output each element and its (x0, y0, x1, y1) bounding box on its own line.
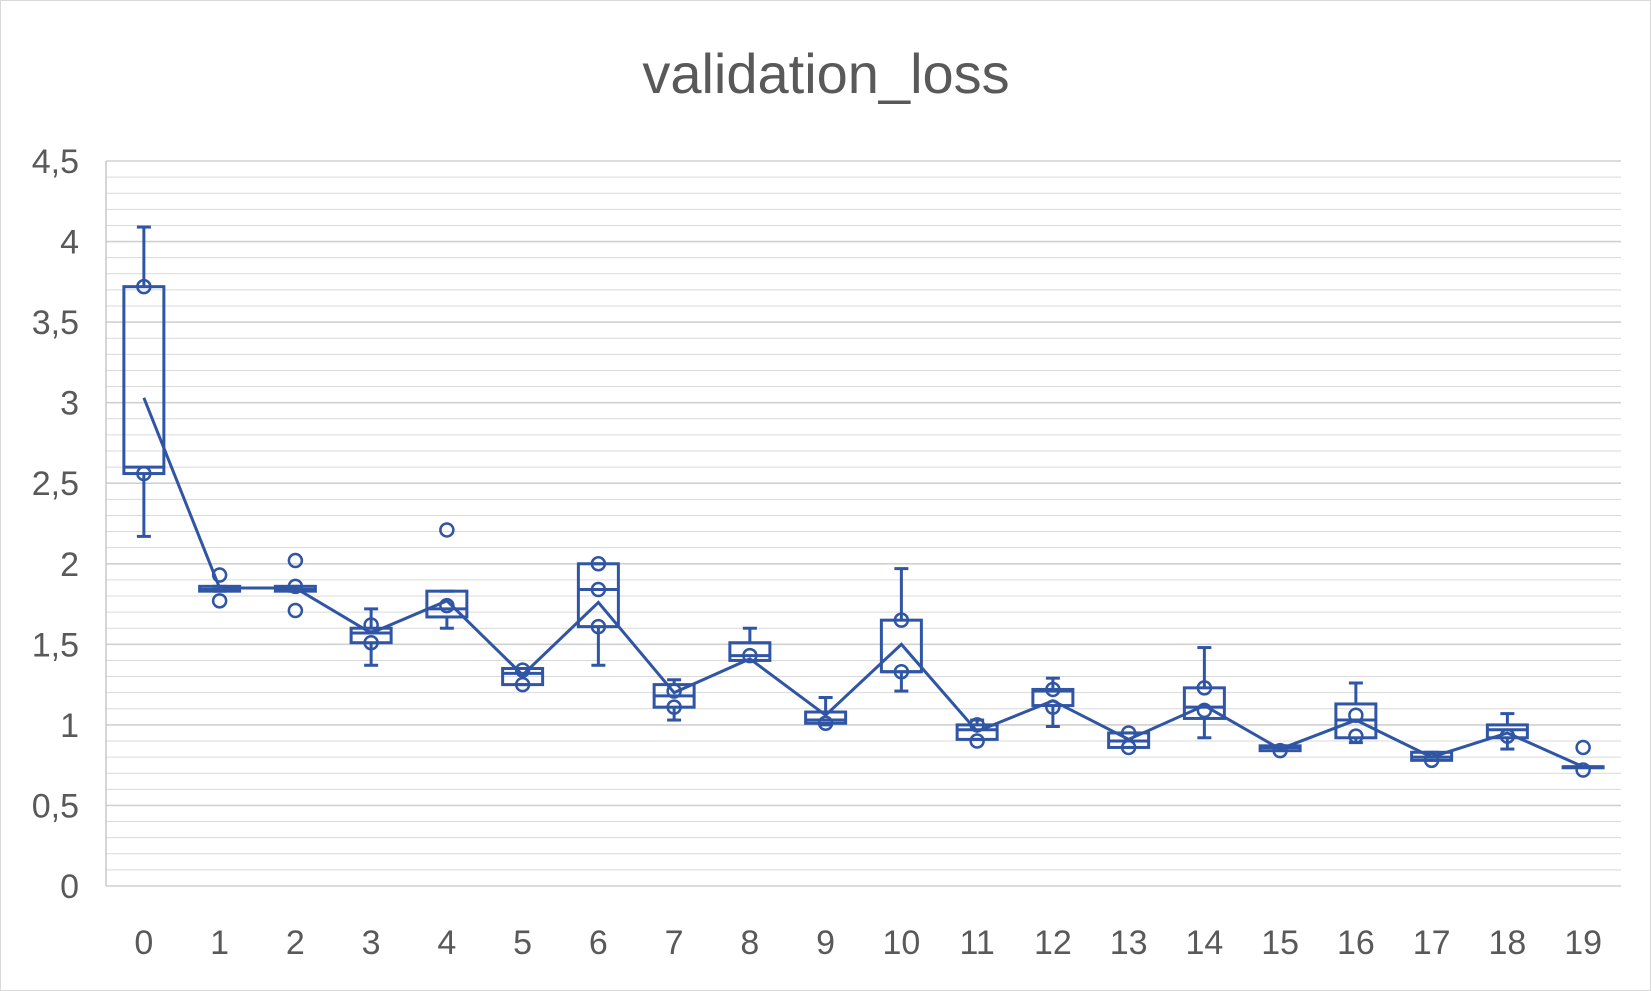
box-15 (1258, 742, 1302, 759)
box-10 (879, 567, 923, 693)
box-rect (1182, 686, 1226, 720)
box-5 (501, 662, 545, 693)
data-point (287, 578, 304, 595)
box-0 (122, 225, 166, 538)
x-tick-label: 7 (665, 924, 684, 962)
y-tick-label: 3 (60, 385, 79, 423)
data-point (969, 733, 985, 749)
data-point (590, 556, 607, 572)
x-tick-label: 5 (513, 924, 532, 962)
data-point (1045, 681, 1061, 698)
box-7 (652, 678, 696, 722)
y-tick-label: 2,5 (32, 465, 79, 503)
y-tick-label: 4,5 (32, 143, 79, 181)
box-16 (1334, 681, 1378, 745)
box-rect (955, 723, 999, 741)
box-rect (501, 667, 545, 687)
x-tick-label: 3 (362, 924, 381, 962)
data-point (742, 647, 758, 664)
data-point (893, 663, 910, 680)
x-axis-tick-labels: 0 1 2 3 4 5 6 7 8 9 10 11 12 13 14 15 16 17 18 19 (134, 924, 1602, 962)
x-tick-label: 18 (1488, 924, 1526, 962)
x-tick-label: 2 (286, 924, 305, 962)
data-point (666, 699, 682, 715)
data-point (439, 522, 455, 538)
box-6 (576, 556, 620, 667)
data-point (590, 618, 607, 635)
box-series (122, 225, 1605, 778)
data-point (1272, 742, 1288, 759)
box-19 (1561, 739, 1605, 778)
data-point (1196, 680, 1213, 696)
box-rect (425, 589, 469, 619)
y-tick-label: 0 (60, 868, 79, 906)
box-rect (804, 710, 848, 725)
data-point (1423, 752, 1440, 769)
data-point (590, 581, 607, 598)
box-8 (728, 626, 772, 664)
x-tick-label: 11 (959, 924, 994, 962)
box-9 (804, 696, 848, 732)
box-13 (1107, 725, 1151, 756)
x-tick-label: 13 (1110, 924, 1148, 962)
box-rect (349, 626, 393, 645)
data-point (514, 676, 531, 693)
y-tick-label: 2 (60, 546, 79, 584)
mean-series (142, 397, 1584, 769)
chart-title: validation_loss (642, 42, 1009, 105)
x-tick-label: 14 (1185, 924, 1223, 962)
x-tick-label: 15 (1261, 924, 1299, 962)
box-18 (1485, 712, 1529, 751)
box-17 (1410, 750, 1454, 769)
data-point (287, 552, 304, 569)
x-tick-label: 9 (816, 924, 835, 962)
y-tick-label: 4 (60, 224, 79, 262)
box-rect (1485, 723, 1529, 740)
box-3 (349, 607, 393, 667)
x-tick-label: 19 (1564, 924, 1602, 962)
data-point (287, 602, 304, 619)
y-tick-label: 1,5 (32, 626, 79, 664)
y-tick-label: 1 (60, 707, 79, 745)
data-point (211, 593, 228, 609)
gridlines (105, 160, 1621, 887)
data-point (1575, 739, 1591, 756)
x-tick-label: 16 (1337, 924, 1375, 962)
data-point (1348, 728, 1364, 744)
x-tick-label: 8 (740, 924, 759, 962)
x-tick-label: 10 (882, 924, 920, 962)
mean-line (142, 397, 1584, 769)
data-point (1575, 762, 1591, 778)
y-tick-label: 3,5 (32, 304, 79, 342)
box-rect (1031, 687, 1075, 708)
x-tick-label: 6 (589, 924, 608, 962)
box-rect (122, 285, 166, 476)
x-tick-label: 12 (1034, 924, 1072, 962)
data-point (136, 465, 152, 482)
box-rect (576, 562, 620, 629)
y-axis-tick-labels: 0 0,5 1 1,5 2 2,5 3 3,5 4 4,5 (32, 143, 79, 906)
data-point (363, 634, 379, 651)
data-point (136, 278, 152, 295)
box-12 (1031, 676, 1075, 728)
y-tick-label: 0,5 (32, 787, 79, 825)
x-tick-label: 0 (134, 924, 153, 962)
x-tick-label: 17 (1413, 924, 1451, 962)
x-tick-label: 4 (437, 924, 456, 962)
x-tick-label: 1 (210, 924, 229, 962)
data-point (893, 612, 910, 628)
